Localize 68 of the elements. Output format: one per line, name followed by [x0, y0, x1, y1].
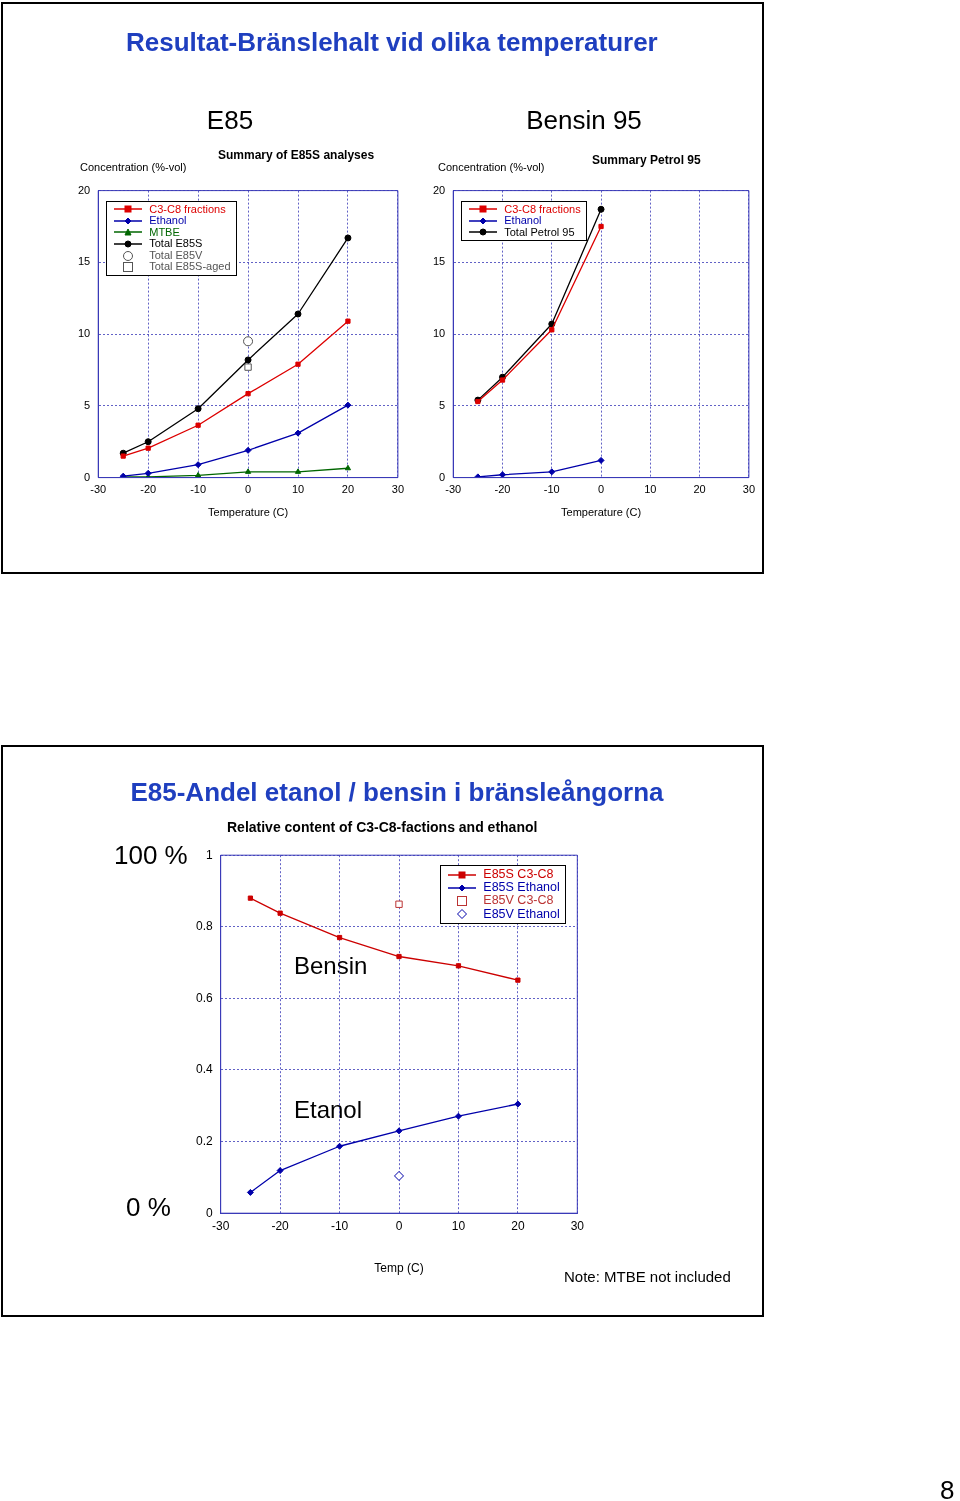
y-tick-label: 0 — [439, 470, 446, 483]
x-tick-label: 30 — [391, 483, 405, 496]
chart-title: E85-Andel etanol / bensin i bränsleångorna — [129, 777, 665, 808]
x-axis-title: Temp (C) — [374, 1261, 424, 1276]
legend-label: E85V C3-C8 — [483, 893, 554, 908]
chart-subtitle: Summary of E85S analyses — [218, 148, 375, 162]
text: 100 % — [114, 840, 188, 871]
x-tick-label: -10 — [190, 483, 207, 496]
x-tick-label: 30 — [742, 483, 756, 496]
legend-label: C3-C8 fractions — [504, 202, 581, 216]
x-tick-label: -30 — [445, 483, 462, 496]
legend-label: Ethanol — [504, 214, 542, 227]
x-tick-label: -30 — [90, 483, 107, 496]
y-tick-label: 0.6 — [195, 990, 213, 1005]
y-tick-label: 0.4 — [195, 1062, 213, 1077]
x-axis-title: Temperature (C) — [208, 506, 289, 519]
x-tick-label: 10 — [451, 1218, 466, 1233]
legend-label: Total E85V — [149, 248, 203, 262]
legend-label: E85S Ethanol — [483, 880, 560, 895]
x-tick-label: 20 — [693, 483, 706, 496]
y-tick-label: 0.8 — [195, 919, 213, 934]
y-tick-label: 0.2 — [195, 1133, 213, 1148]
y-tick-label: 0 — [205, 1205, 213, 1220]
chart-subtitle: Relative content of C3-C8-factions and ethanol — [227, 819, 538, 835]
legend-label: Total Petrol 95 — [504, 225, 575, 239]
text: 0 % — [126, 1192, 171, 1223]
text: Note: MTBE not included — [564, 1268, 731, 1285]
y-axis-title: Concentration (%-vol) — [438, 161, 545, 173]
y-tick-label: 15 — [77, 255, 91, 268]
chart-subtitle: Summary Petrol 95 — [592, 153, 701, 167]
y-axis-title: Concentration (%-vol) — [80, 161, 187, 173]
legend-label: Ethanol — [149, 214, 187, 227]
x-tick-label: -20 — [494, 483, 511, 496]
x-tick-label: -20 — [271, 1218, 290, 1233]
x-tick-label: 20 — [341, 483, 355, 496]
x-tick-label: 10 — [291, 483, 305, 496]
legend-label: C3-C8 fractions — [149, 202, 226, 216]
legend-label: Total E85S-aged — [149, 260, 231, 273]
legend-label: E85V Ethanol — [483, 906, 560, 921]
y-tick-label: 10 — [432, 327, 446, 340]
x-axis-title: Temperature (C) — [561, 506, 642, 519]
x-tick-label: -30 — [212, 1218, 230, 1233]
x-tick-label: -10 — [543, 483, 560, 496]
chart-title: E85 — [205, 105, 255, 136]
y-tick-label: 20 — [432, 183, 446, 196]
legend-label: MTBE — [149, 225, 180, 239]
annotation: Etanol — [294, 1096, 363, 1124]
legend-label: Total E85S — [149, 237, 203, 250]
y-tick-label: 5 — [84, 398, 91, 411]
annotation: Bensin — [294, 952, 368, 980]
x-tick-label: 0 — [395, 1218, 403, 1233]
y-tick-label: 1 — [205, 847, 213, 862]
text: Resultat-Bränslehalt vid olika temperaturer — [126, 27, 658, 58]
x-tick-label: 0 — [245, 483, 252, 496]
y-tick-label: 15 — [432, 255, 446, 268]
x-tick-label: 20 — [511, 1218, 525, 1233]
x-tick-label: 0 — [598, 483, 605, 496]
x-tick-label: -20 — [140, 483, 157, 496]
legend-label: E85S C3-C8 — [483, 867, 554, 882]
x-tick-label: 10 — [644, 483, 657, 496]
chart-title: Bensin 95 — [525, 105, 643, 136]
y-tick-label: 10 — [77, 327, 91, 340]
y-tick-label: 0 — [84, 470, 91, 483]
text: 8 — [940, 1475, 955, 1501]
y-tick-label: 5 — [439, 398, 446, 411]
y-tick-label: 20 — [77, 183, 91, 196]
x-tick-label: -10 — [330, 1218, 349, 1233]
x-tick-label: 30 — [570, 1218, 585, 1233]
